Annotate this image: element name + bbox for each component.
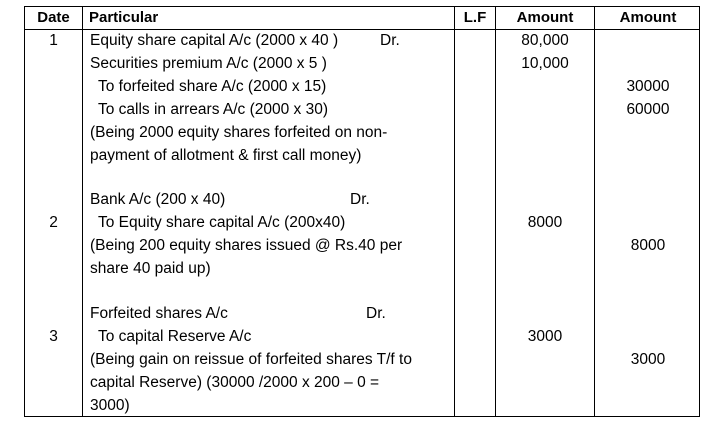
- entry-date: 3: [49, 328, 58, 345]
- entry-line: To Equity share capital A/c (200x40): [98, 214, 346, 231]
- entry-line: Securities premium A/c (2000 x 5 ): [90, 55, 327, 72]
- entry-line: Forfeited shares A/c: [90, 305, 228, 322]
- entry-line: To calls in arrears A/c (2000 x 30): [98, 101, 329, 118]
- entry-line: To forfeited share A/c (2000 x 15): [98, 78, 327, 95]
- credit-amount: 3000: [630, 351, 666, 368]
- header-divider: [25, 29, 699, 30]
- header-amount-credit: Amount: [619, 9, 677, 26]
- entry-narration: payment of allotment & first call money): [90, 147, 362, 164]
- debit-amount: 80,000: [521, 32, 569, 49]
- header-lf: L.F: [463, 9, 487, 26]
- dr-label: Dr.: [350, 191, 370, 208]
- credit-amount: 60000: [626, 101, 670, 118]
- credit-amount: 8000: [630, 237, 666, 254]
- entry-narration: (Being 200 equity shares issued @ Rs.40 …: [90, 237, 403, 254]
- entry-date: 2: [49, 214, 58, 231]
- entry-line: Bank A/c (200 x 40): [90, 191, 226, 208]
- header-amount-debit: Amount: [516, 9, 574, 26]
- entry-narration: (Being 2000 equity shares forfeited on n…: [90, 124, 388, 141]
- column-divider: [594, 7, 595, 416]
- header-date: Date: [37, 9, 70, 26]
- debit-amount: 8000: [527, 214, 563, 231]
- debit-amount: 3000: [527, 328, 563, 345]
- entry-line: Equity share capital A/c (2000 x 40 ): [90, 32, 339, 49]
- column-divider: [495, 7, 496, 416]
- column-divider: [82, 7, 83, 416]
- header-particular: Particular: [89, 9, 159, 26]
- dr-label: Dr.: [366, 305, 386, 322]
- entry-line: To capital Reserve A/c: [98, 328, 252, 345]
- dr-label: Dr.: [380, 32, 400, 49]
- entry-narration: capital Reserve) (30000 /2000 x 200 – 0 …: [90, 374, 380, 391]
- entry-date: 1: [49, 32, 58, 49]
- column-divider: [454, 7, 455, 416]
- entry-narration: (Being gain on reissue of forfeited shar…: [90, 351, 412, 368]
- credit-amount: 30000: [626, 78, 670, 95]
- debit-amount: 10,000: [521, 55, 569, 72]
- entry-narration: 3000): [90, 397, 130, 414]
- entry-narration: share 40 paid up): [90, 260, 211, 277]
- journal-table: Date Particular L.F Amount Amount 1 Equi…: [24, 6, 700, 417]
